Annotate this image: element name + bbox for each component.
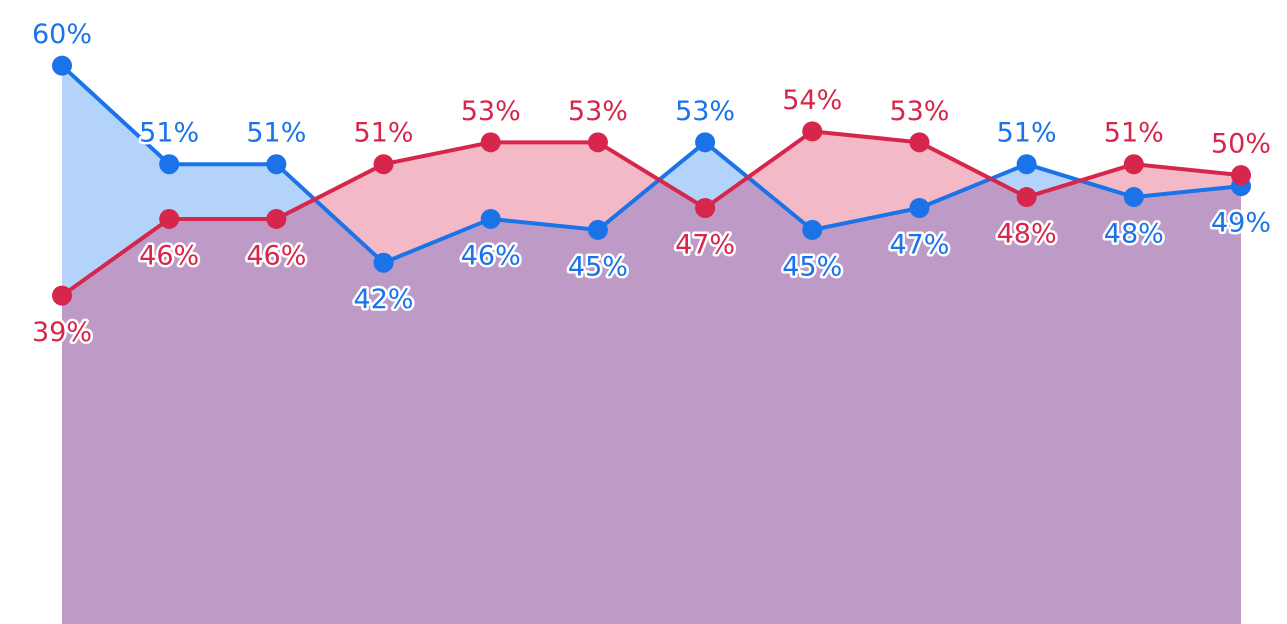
data-label: 45% [568, 251, 628, 282]
point [52, 285, 72, 306]
data-label: 51% [354, 118, 414, 149]
data-label: 53% [461, 96, 521, 127]
data-label: 45% [782, 251, 842, 282]
point [52, 55, 72, 76]
data-label: 54% [782, 85, 842, 116]
data-label: 46% [461, 240, 521, 271]
point [587, 132, 608, 153]
data-label: 50% [1211, 129, 1271, 160]
data-label: 49% [1211, 208, 1271, 239]
point [587, 219, 608, 240]
point [1123, 154, 1144, 175]
data-label: 47% [889, 230, 949, 261]
data-label: 51% [1104, 118, 1164, 149]
overlap-group [62, 131, 1241, 624]
data-label: 42% [354, 284, 414, 315]
point [1123, 187, 1144, 208]
point [695, 198, 716, 218]
data-label: 51% [997, 118, 1057, 149]
point [1016, 154, 1037, 175]
data-label: 46% [246, 240, 306, 271]
data-label: 48% [1104, 219, 1164, 250]
data-label: 53% [889, 96, 949, 127]
point [1016, 187, 1037, 208]
point [909, 198, 930, 218]
point [480, 132, 501, 153]
data-label: 60% [32, 19, 92, 50]
line [60, 129, 1242, 298]
data-label: 47% [675, 230, 735, 261]
area-overlap [62, 131, 1241, 624]
point [802, 219, 823, 240]
point [1231, 165, 1251, 186]
data-label: 53% [568, 96, 628, 127]
point [695, 132, 716, 153]
point [159, 208, 180, 229]
line [60, 64, 1242, 265]
data-label: 39% [32, 317, 92, 348]
point [802, 121, 823, 142]
point [266, 208, 287, 229]
data-label: 48% [997, 219, 1057, 250]
data-label: 51% [246, 118, 306, 149]
data-label: 51% [139, 118, 199, 149]
point [159, 154, 180, 175]
point [480, 208, 501, 229]
point [266, 154, 287, 175]
data-label: 46% [139, 240, 199, 271]
data-label: 53% [675, 96, 735, 127]
point [373, 252, 394, 273]
point [909, 132, 930, 153]
point [373, 154, 394, 175]
